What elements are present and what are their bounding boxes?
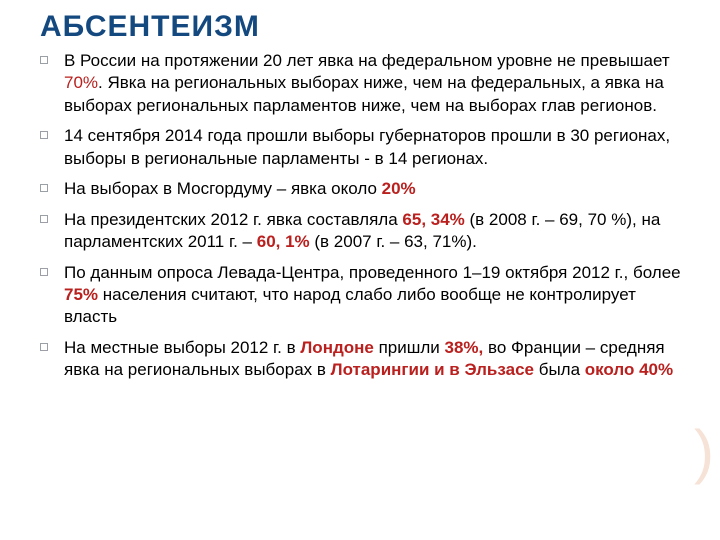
- list-item: В России на протяжении 20 лет явка на фе…: [40, 50, 688, 117]
- body-text: (в 2007 г. – 63, 71%).: [310, 232, 477, 251]
- list-item: На местные выборы 2012 г. в Лондоне приш…: [40, 337, 688, 382]
- list-item: 14 сентября 2014 года прошли выборы губе…: [40, 125, 688, 170]
- body-text: населения считают, что народ слабо либо …: [64, 285, 636, 326]
- highlight-text: 65, 34%: [402, 210, 464, 229]
- highlight-text: 60, 1%: [257, 232, 310, 251]
- body-text: 14 сентября 2014 года прошли выборы губе…: [64, 126, 670, 167]
- list-item: На президентских 2012 г. явка составляла…: [40, 209, 688, 254]
- highlight-text: Лондоне: [300, 338, 373, 357]
- body-text: . Явка на региональных выборах ниже, чем…: [64, 73, 664, 114]
- list-item: На выборах в Мосгордуму – явка около 20%: [40, 178, 688, 200]
- body-text: пришли: [374, 338, 445, 357]
- highlight-text: около 40%: [585, 360, 673, 379]
- body-text: На местные выборы 2012 г. в: [64, 338, 300, 357]
- watermark: ): [694, 417, 714, 486]
- list-item: По данным опроса Левада-Центра, проведен…: [40, 262, 688, 329]
- body-text: В России на протяжении 20 лет явка на фе…: [64, 51, 670, 70]
- highlight-text: 20%: [382, 179, 416, 198]
- body-text: была: [534, 360, 585, 379]
- slide-title: АБСЕНТЕИЗМ: [40, 10, 688, 44]
- highlight-text: Лотарингии и в Эльзасе: [331, 360, 534, 379]
- body-text: На выборах в Мосгордуму – явка около: [64, 179, 382, 198]
- body-text: По данным опроса Левада-Центра, проведен…: [64, 263, 681, 282]
- slide: АБСЕНТЕИЗМ В России на протяжении 20 лет…: [0, 0, 720, 400]
- highlight-text: 75%: [64, 285, 98, 304]
- highlight-text: 38%,: [445, 338, 484, 357]
- highlight-text: 70%: [64, 73, 98, 92]
- body-text: На президентских 2012 г. явка составляла: [64, 210, 402, 229]
- bullet-list: В России на протяжении 20 лет явка на фе…: [40, 50, 688, 382]
